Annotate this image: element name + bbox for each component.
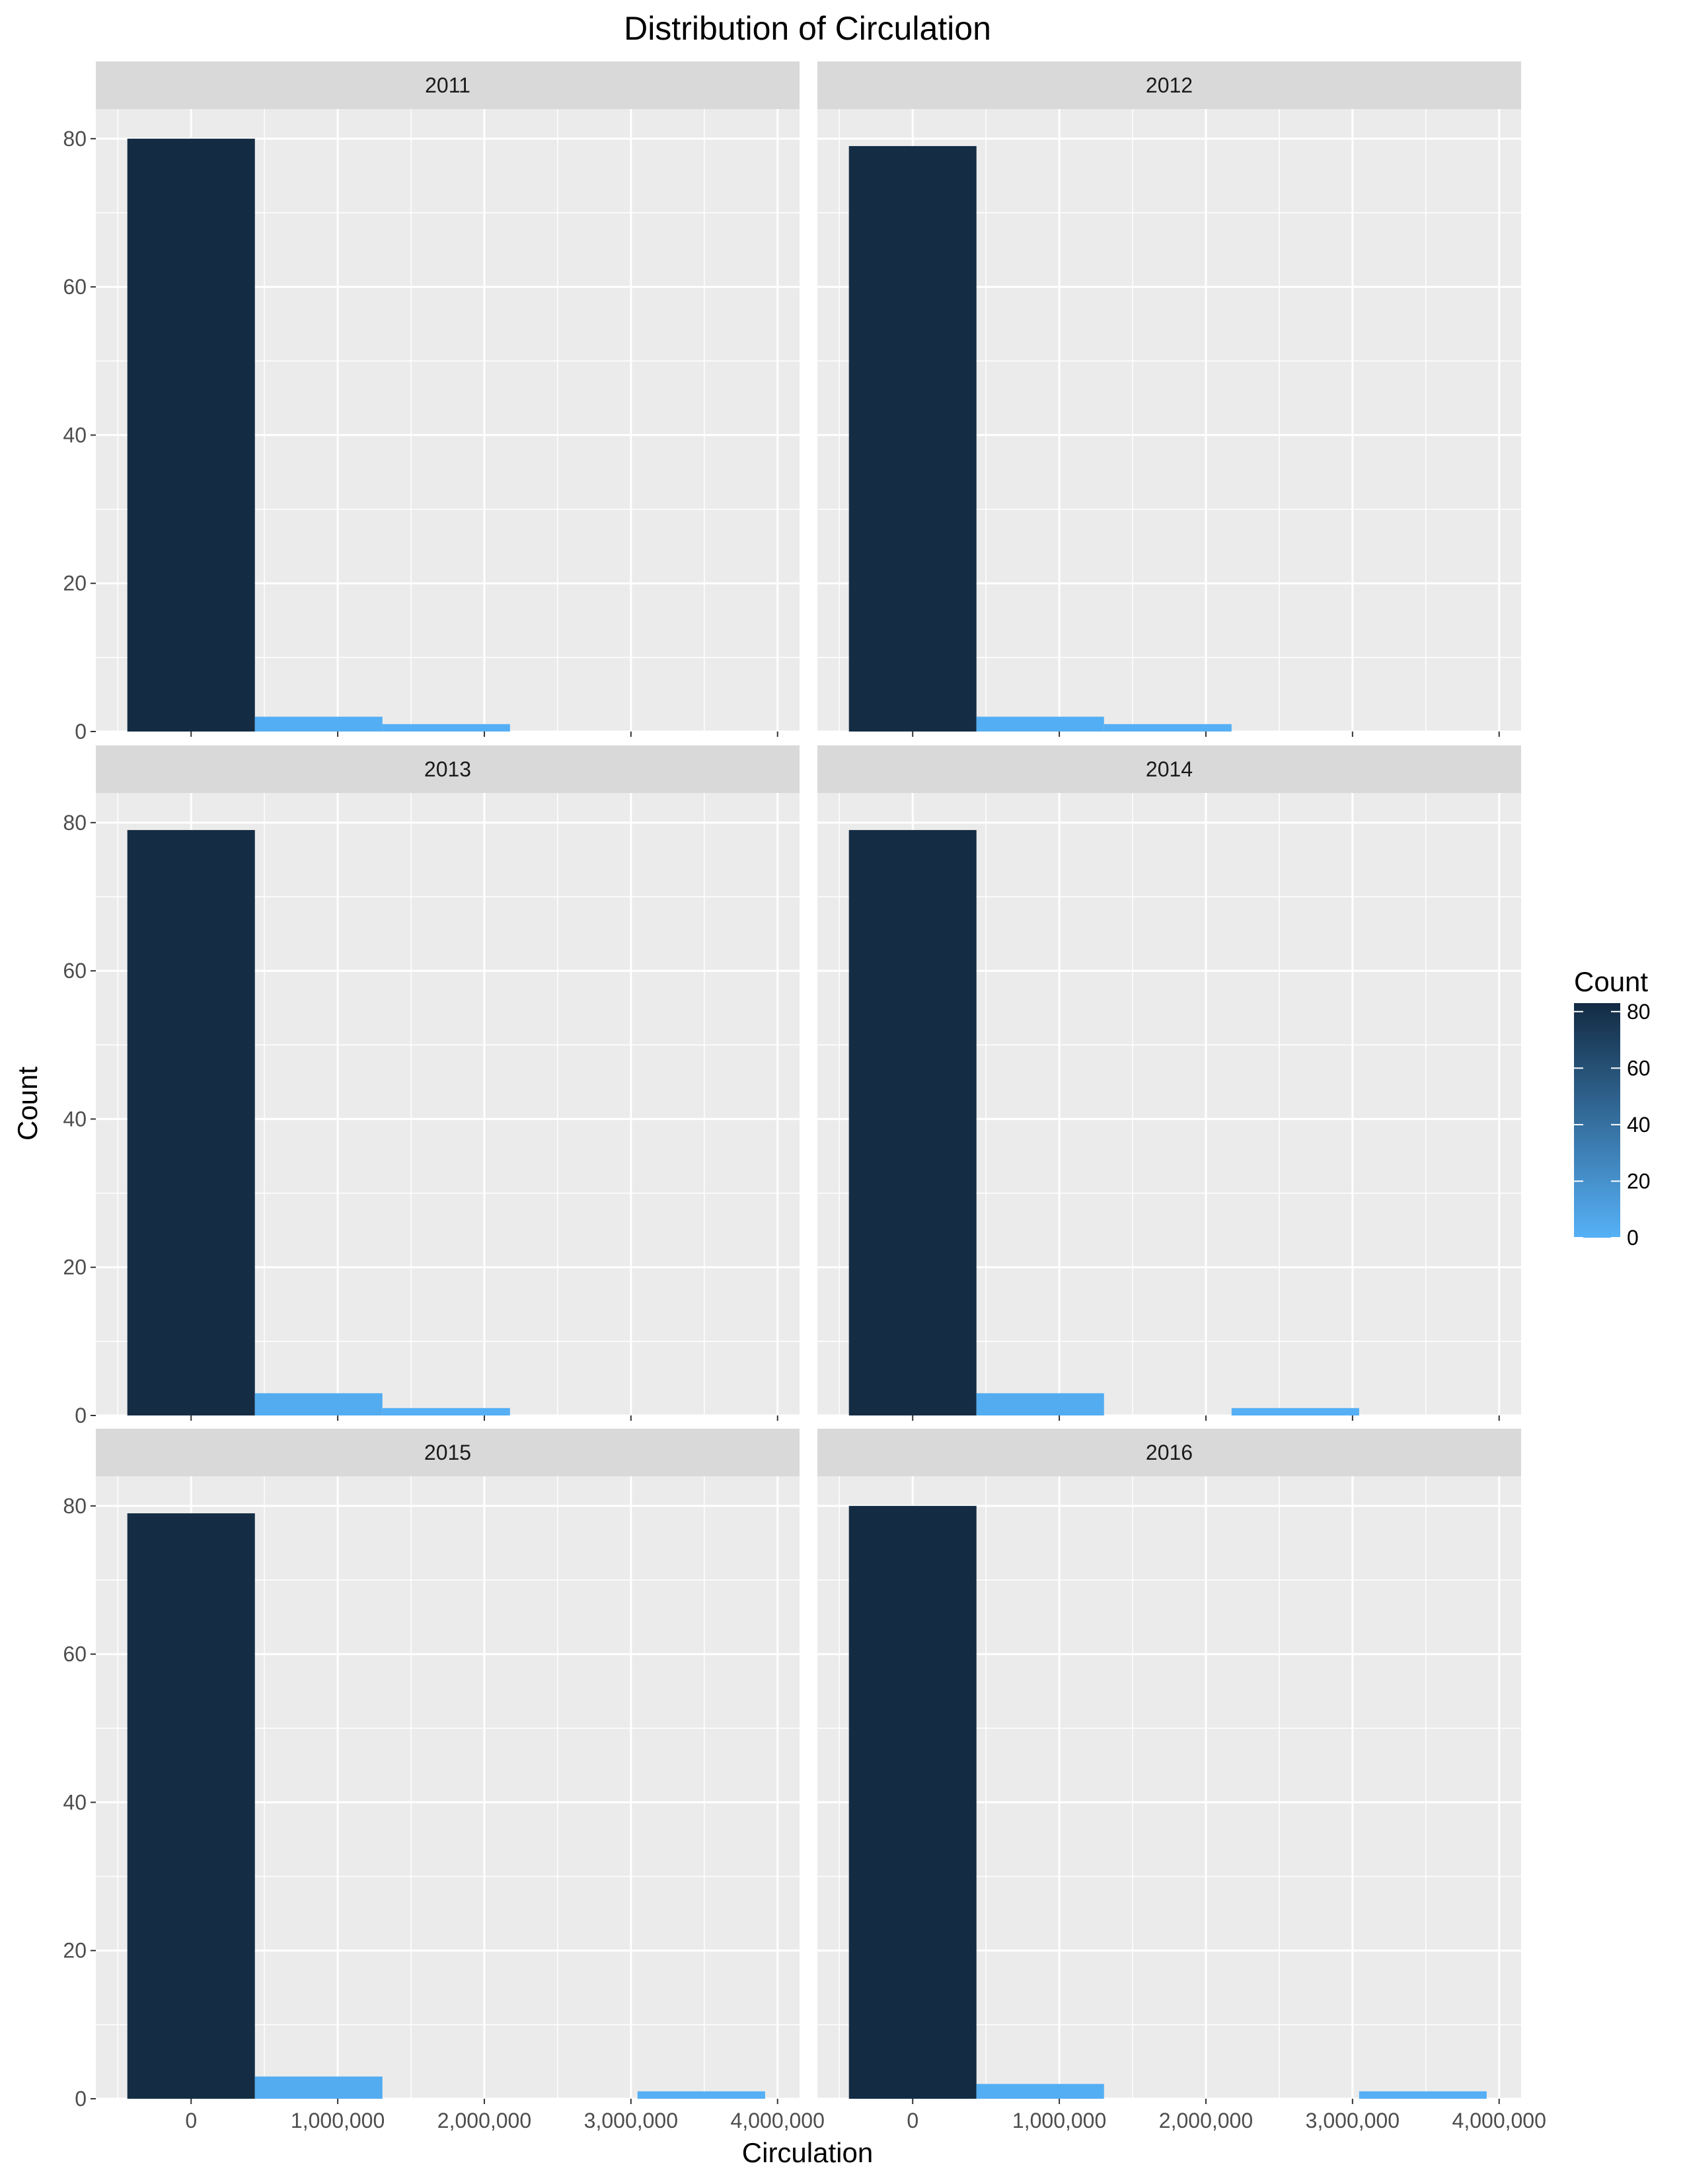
y-tick-label: 60	[63, 959, 87, 983]
facet-panel-2014: 2014	[817, 745, 1521, 1421]
y-tick-label: 40	[63, 423, 87, 447]
x-tick-label: 4,000,000	[1452, 2109, 1546, 2132]
y-tick-label: 80	[63, 811, 87, 835]
histogram-bar	[976, 2084, 1104, 2099]
x-tick-label: 2,000,000	[437, 2109, 531, 2132]
legend-tick-label: 0	[1627, 1226, 1639, 1250]
x-tick-label: 1,000,000	[291, 2109, 385, 2132]
histogram-bar	[1231, 1408, 1359, 1415]
facet-panel-2015: 2015 0 20 40 60 80 0 1,000,000 2,000,000 3,000,00…	[63, 1429, 825, 2132]
y-tick-label: 40	[63, 1107, 87, 1131]
histogram-bar	[127, 138, 255, 732]
y-tick-label: 20	[63, 1256, 87, 1279]
facet-panel-2013: 2013 0 20 40 60 80	[63, 745, 800, 1427]
histogram-bar	[848, 1505, 977, 2099]
y-tick-label: 60	[63, 1642, 87, 1666]
x-tick-label: 4,000,000	[731, 2109, 825, 2132]
legend: Count 0 20 40 60 80	[1574, 966, 1651, 1250]
y-tick-label: 40	[63, 1790, 87, 1814]
histogram-bar	[382, 1408, 510, 1415]
y-tick-label: 80	[63, 127, 87, 151]
facet-strip-label: 2013	[424, 757, 471, 781]
facet-panel-2016: 2016 0 1,000,000 2,000,000 3,000,000 4,000,00…	[817, 1429, 1546, 2132]
x-tick-label: 0	[907, 2109, 918, 2132]
facet-panel-2012: 2012	[817, 61, 1521, 737]
facet-strip-label: 2016	[1146, 1441, 1193, 1464]
histogram-bar	[382, 724, 510, 732]
chart-title: Distribution of Circulation	[624, 10, 991, 47]
x-tick-label: 2,000,000	[1159, 2109, 1253, 2132]
facet-panels: 2011020406080201220130204060802014201502…	[63, 61, 1546, 2132]
y-tick-label: 60	[63, 275, 87, 299]
y-tick-label: 80	[63, 1494, 87, 1518]
histogram-bar	[127, 1513, 255, 2099]
y-tick-label: 20	[63, 1939, 87, 1963]
facet-strip	[817, 61, 1521, 109]
x-tick-label: 3,000,000	[1306, 2109, 1400, 2132]
legend-tick-label: 80	[1627, 1000, 1651, 1024]
facet-strip	[96, 745, 800, 793]
y-tick-label: 0	[75, 2087, 87, 2111]
histogram-bar	[254, 1393, 383, 1415]
facet-strip	[817, 1429, 1521, 1476]
facet-strip-label: 2012	[1146, 73, 1193, 97]
legend-tick-label: 40	[1627, 1113, 1651, 1137]
facet-panel-2011: 2011 0 20 40 60 80	[63, 61, 800, 743]
histogram-bar	[254, 2076, 383, 2099]
x-axis-title: Circulation	[742, 2137, 873, 2168]
x-tick-label: 1,000,000	[1012, 2109, 1106, 2132]
legend-tick-label: 60	[1627, 1056, 1651, 1080]
histogram-bar	[976, 1393, 1104, 1415]
histogram-bar	[848, 830, 977, 1415]
facet-strip	[96, 61, 800, 109]
histogram-bar	[254, 716, 383, 732]
y-tick-label: 0	[75, 1404, 87, 1427]
facet-strip-label: 2014	[1146, 757, 1193, 781]
histogram-bar	[848, 146, 977, 732]
histogram-bar	[1104, 724, 1232, 732]
y-axis-title: Count	[12, 1067, 43, 1141]
legend-colorbar	[1574, 1003, 1620, 1238]
facet-strip	[96, 1429, 800, 1476]
y-tick-label: 0	[75, 720, 87, 743]
y-tick-label: 20	[63, 572, 87, 595]
histogram-bar	[1359, 2091, 1487, 2099]
facet-strip	[817, 745, 1521, 793]
histogram-bar	[976, 716, 1104, 732]
legend-tick-label: 20	[1627, 1169, 1651, 1193]
x-tick-label: 3,000,000	[584, 2109, 678, 2132]
facet-strip-label: 2015	[424, 1441, 471, 1464]
legend-title: Count	[1574, 966, 1648, 997]
histogram-bar	[637, 2091, 765, 2099]
x-tick-label: 0	[185, 2109, 197, 2132]
facet-strip-label: 2011	[425, 73, 470, 97]
histogram-bar	[127, 830, 255, 1415]
